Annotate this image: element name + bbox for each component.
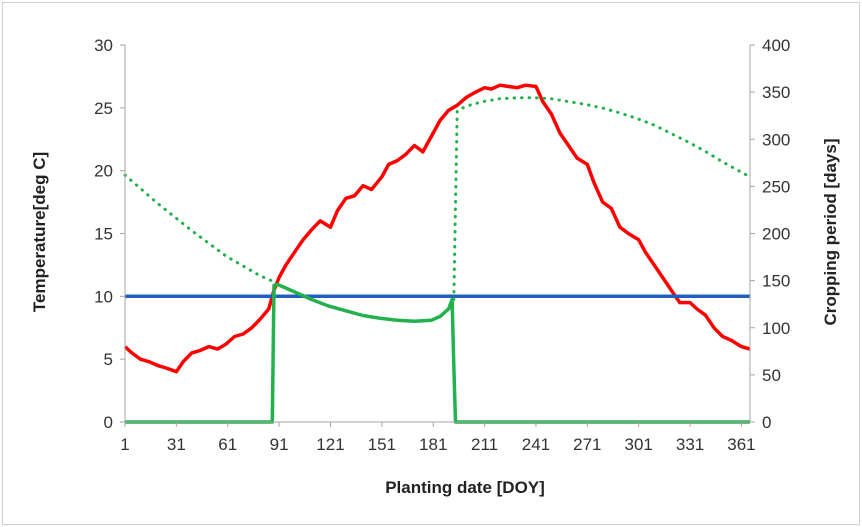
y-tick-label: 30 (94, 36, 113, 55)
y-tick-label: 15 (94, 225, 113, 244)
y2-tick-label: 250 (762, 177, 790, 196)
y2-tick-label: 150 (762, 272, 790, 291)
x-tick-label: 271 (573, 435, 601, 454)
x-tick-label: 211 (471, 435, 498, 454)
series-line-3 (125, 282, 750, 424)
y-tick-label: 10 (94, 287, 113, 306)
y2-tick-label: 200 (762, 225, 790, 244)
y2-tick-label: 400 (762, 36, 790, 55)
x-tick-label: 331 (676, 435, 704, 454)
y2-tick-label: 300 (762, 130, 790, 149)
series-line-4 (123, 173, 278, 284)
x-tick-label: 1 (120, 435, 129, 454)
x-tick-label: 151 (368, 435, 396, 454)
series-line-1 (123, 83, 751, 374)
y-tick-label: 0 (104, 413, 113, 432)
y2-axis-label: Cropping period [days] (821, 139, 840, 326)
series-layer (123, 83, 752, 424)
x-tick-label: 61 (218, 435, 237, 454)
series-line-5 (452, 96, 752, 301)
y2-tick-label: 0 (762, 413, 771, 432)
x-tick-label: 91 (270, 435, 289, 454)
x-tick-label: 121 (316, 435, 344, 454)
x-tick-label: 241 (522, 435, 550, 454)
x-tick-label: 301 (625, 435, 653, 454)
x-tick-label: 181 (419, 435, 447, 454)
y-tick-label: 25 (94, 99, 113, 118)
x-tick-label: 361 (727, 435, 755, 454)
y2-tick-label: 350 (762, 83, 790, 102)
y-axis-label: Temperature[deg C] (30, 152, 49, 312)
y2-tick-label: 50 (762, 366, 781, 385)
y-tick-label: 5 (104, 350, 113, 369)
y2-tick-label: 100 (762, 319, 790, 338)
x-tick-label: 31 (167, 435, 186, 454)
y-tick-label: 20 (94, 162, 113, 181)
x-axis-label: Planting date [DOY] (385, 478, 545, 497)
